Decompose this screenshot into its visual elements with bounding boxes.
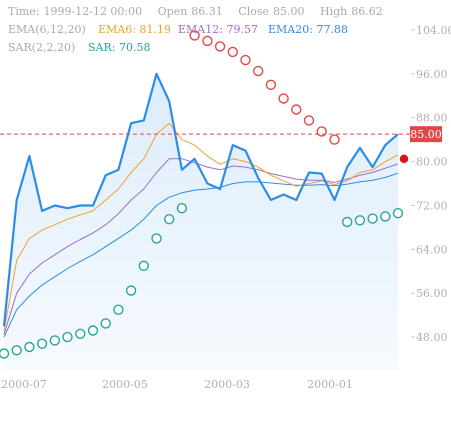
sar-point — [138, 260, 150, 271]
high-label-text: High — [320, 5, 348, 18]
sar-value: 70.58 — [118, 41, 151, 54]
ema20-value: 77.88 — [316, 23, 348, 36]
open-value: 86.31 — [191, 5, 223, 18]
time-label-text: Time: — [8, 5, 40, 18]
sar-point — [354, 215, 366, 226]
price-area-fill — [4, 73, 398, 371]
ohlc-row: Time: 1999-12-12 00:00 Open 86.31 Close 85.… — [8, 5, 395, 19]
last-price-label: 85.00 — [410, 128, 442, 141]
sar-point — [189, 30, 200, 41]
high-value: 86.62 — [351, 5, 383, 18]
sar-point — [49, 335, 60, 346]
series-lines — [2, 72, 399, 338]
sar-point — [125, 285, 137, 296]
y-tick-label: 64.00 — [416, 243, 448, 256]
sar-point — [303, 115, 315, 126]
ema12-value: 79.57 — [226, 23, 258, 36]
ema20-readout: EMA20: 77.88 — [268, 23, 348, 36]
sar-point — [265, 79, 277, 91]
sar-point — [380, 211, 391, 222]
ema6-label: EMA6: — [98, 23, 136, 36]
time-value: 1999-12-12 00:00 — [43, 5, 143, 18]
y-tick-label: 56.00 — [416, 287, 448, 300]
ema12-line — [3, 158, 399, 335]
sar-group-label: SAR(2,2,20) — [8, 41, 76, 54]
last-price-badge — [410, 126, 442, 143]
sar-point — [253, 65, 264, 77]
y-tick-label: 88.00 — [416, 112, 448, 125]
current-price-dot — [398, 153, 410, 165]
y-tick-label: 104.00 — [416, 24, 451, 37]
open-label: Open 86.31 — [158, 5, 223, 18]
sar-point — [100, 318, 111, 329]
sar-point — [227, 46, 239, 58]
sar-point — [11, 345, 22, 356]
sar-point — [87, 325, 99, 336]
ema-group-label: EMA(6,12,20) — [8, 23, 86, 36]
sar-point — [214, 41, 226, 52]
sar-point — [36, 338, 48, 349]
x-tick-label: 2000-07 — [1, 378, 47, 391]
ema6-line — [3, 122, 399, 332]
sar-point — [342, 216, 353, 228]
sar-point — [176, 202, 188, 214]
x-tick-label: 2000-05 — [102, 378, 148, 391]
price-line — [2, 72, 399, 327]
close-label: Close 85.00 — [238, 5, 304, 18]
last-price-line: 85.00 — [0, 126, 442, 165]
sar-point — [278, 93, 289, 104]
x-axis: 2000-07 2000-05 2000-03 2000-01 — [1, 378, 353, 391]
close-label-text: Close — [238, 5, 270, 18]
open-label-text: Open — [157, 5, 188, 18]
ema6-readout: EMA6: 81.19 — [98, 23, 171, 36]
sar-point — [291, 104, 302, 115]
ema6-value: 81.19 — [139, 23, 171, 36]
sar-markers — [0, 30, 404, 359]
ema20-line — [3, 172, 399, 338]
sar-point — [113, 304, 124, 315]
ema12-readout: EMA12: 79.57 — [178, 23, 258, 36]
x-tick-label: 2000-01 — [307, 378, 353, 391]
sar-point — [62, 331, 73, 343]
time-label: Time: 1999-12-12 00:00 — [8, 5, 142, 18]
sar-point — [202, 35, 213, 47]
sar-point — [367, 213, 378, 224]
y-tick-label: 72.00 — [416, 199, 448, 212]
sar-point — [392, 207, 404, 219]
close-value: 85.00 — [273, 5, 305, 18]
sar-point — [329, 134, 340, 145]
x-tick-label: 2000-03 — [204, 378, 250, 391]
sar-point — [163, 213, 175, 225]
sar-label: SAR: — [88, 41, 116, 54]
y-tick-label: 96.00 — [416, 68, 448, 81]
ema12-label: EMA12: — [178, 23, 223, 36]
sar-point — [0, 348, 10, 359]
y-tick-label: 80.00 — [416, 156, 448, 169]
price-area — [4, 73, 398, 371]
y-tick-label: 48.00 — [416, 331, 448, 344]
sar-point — [240, 54, 251, 66]
sar-point — [151, 233, 162, 244]
sar-readout: SAR: 70.58 — [88, 41, 150, 54]
ema20-label: EMA20: — [268, 23, 313, 36]
y-axis: 104.00 96.00 88.00 80.00 72.00 64.00 56.00 48.0… — [411, 24, 451, 344]
sar-point — [316, 126, 327, 137]
sar-point — [24, 341, 35, 353]
high-label: High 86.62 — [320, 5, 383, 18]
sar-point — [75, 328, 86, 339]
